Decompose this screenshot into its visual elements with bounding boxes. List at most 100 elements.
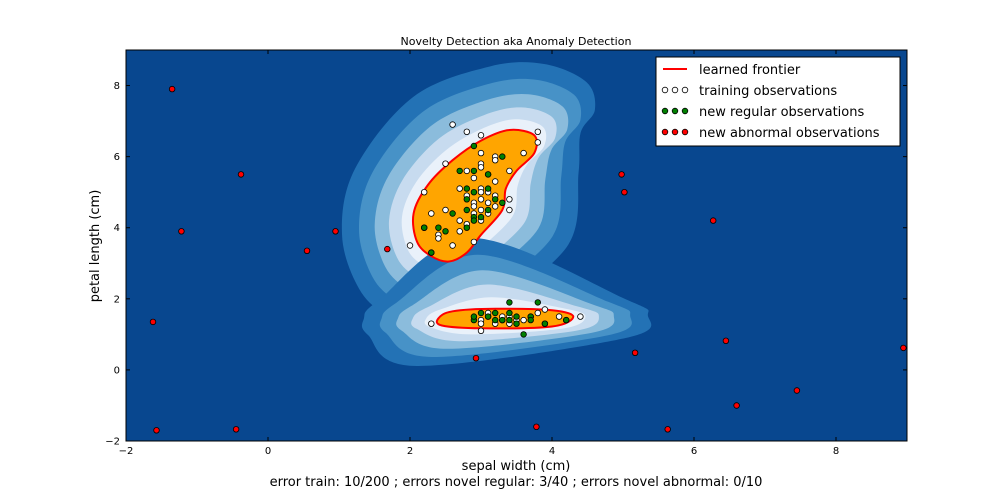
legend-label-regular: new regular observations (699, 105, 864, 120)
data-point (303, 247, 311, 254)
x-tick-label: 0 (265, 446, 271, 457)
data-point (541, 320, 549, 327)
data-point (463, 128, 470, 135)
data-point (477, 188, 485, 196)
data-point (664, 426, 671, 433)
data-point (900, 344, 907, 352)
chart-title: Novelty Detection aka Anomaly Detection (401, 35, 632, 48)
legend-marker (661, 107, 669, 115)
legend-box (655, 56, 901, 147)
data-point (484, 199, 492, 206)
legend-entry-frontier: learned frontier (663, 63, 801, 78)
legend-marker (661, 128, 669, 136)
legend-marker (681, 86, 689, 94)
data-point (631, 349, 639, 356)
y-tick-label: −2 (105, 437, 120, 448)
data-point (449, 242, 456, 249)
legend-label-training: training observations (699, 84, 837, 99)
data-point (442, 160, 449, 167)
error-caption: error train: 10/200 ; errors novel regul… (270, 475, 763, 490)
data-point (477, 149, 485, 157)
data-point (520, 331, 527, 338)
legend-marker (671, 128, 679, 136)
legend-entry-regular: new regular observations (661, 105, 864, 120)
legend-marker (671, 86, 679, 94)
data-point (484, 313, 492, 320)
data-point (618, 171, 625, 178)
data-point (470, 238, 478, 246)
data-point (470, 203, 478, 210)
data-point (492, 316, 499, 324)
data-point (520, 316, 527, 324)
data-point (477, 320, 485, 327)
data-point (470, 167, 478, 175)
data-point (506, 309, 513, 317)
data-point (492, 309, 499, 317)
data-point (534, 299, 541, 306)
data-point (421, 188, 428, 196)
y-tick-label: 6 (114, 152, 120, 163)
legend: learned frontier training observations n… (655, 56, 901, 147)
data-point (237, 171, 245, 178)
legend-marker (661, 86, 669, 94)
data-point (506, 196, 513, 203)
x-tick-label: 6 (691, 446, 697, 457)
data-point (456, 167, 463, 175)
legend-label-abnormal: new abnormal observations (699, 126, 880, 141)
data-point (555, 313, 563, 320)
data-point (470, 188, 478, 196)
data-point (499, 153, 506, 160)
data-point (456, 228, 463, 235)
x-tick-label: 8 (833, 446, 839, 457)
data-point (463, 224, 470, 231)
data-point (506, 206, 513, 214)
data-point (463, 206, 470, 214)
legend-entry-abnormal: new abnormal observations (661, 126, 880, 141)
legend-marker (681, 128, 689, 136)
y-axis-ticks: −2 0 2 4 6 8 (105, 81, 907, 448)
plot-frame (125, 49, 908, 442)
data-point (168, 85, 176, 93)
data-point (563, 316, 570, 324)
x-axis-label: sepal width (cm) (462, 459, 571, 474)
data-point (472, 355, 480, 362)
data-point (484, 206, 492, 214)
data-point (442, 228, 449, 235)
data-point (449, 210, 456, 217)
data-point (232, 426, 240, 433)
data-point (442, 206, 449, 214)
y-tick-label: 2 (114, 294, 120, 305)
x-axis-ticks: −2 0 2 4 6 8 (119, 50, 839, 457)
data-point (710, 217, 717, 224)
y-tick-label: 8 (114, 81, 120, 92)
data-point (470, 313, 478, 320)
data-point (428, 320, 435, 327)
legend-label-frontier: learned frontier (699, 63, 801, 78)
data-point (499, 316, 506, 324)
data-point (722, 337, 730, 344)
data-point (506, 167, 513, 175)
data-point (733, 402, 740, 409)
data-point (428, 249, 435, 256)
data-point (499, 199, 506, 206)
data-point (178, 228, 185, 235)
data-point (484, 171, 492, 178)
data-point (428, 210, 435, 217)
data-point (477, 132, 485, 139)
data-point (470, 174, 478, 182)
data-point (406, 242, 414, 249)
legend-marker (671, 107, 679, 115)
x-tick-label: 4 (549, 446, 555, 457)
data-point (621, 188, 628, 196)
data-point (534, 309, 541, 317)
data-point (456, 185, 463, 192)
x-tick-label: 2 (407, 446, 413, 457)
data-point (421, 224, 428, 231)
data-point (541, 306, 549, 313)
data-point (492, 203, 499, 210)
data-point (477, 206, 485, 214)
data-point (153, 427, 160, 434)
data-point (435, 224, 442, 231)
data-point (484, 185, 492, 192)
